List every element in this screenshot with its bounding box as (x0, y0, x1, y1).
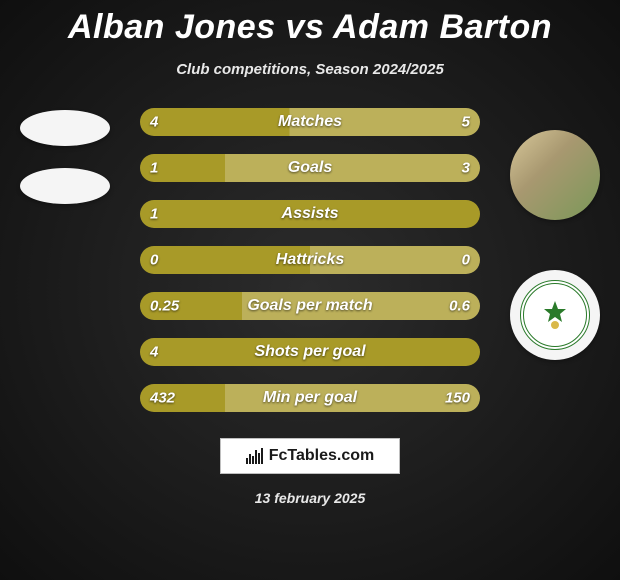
stat-bar: 1 Assists (140, 200, 480, 228)
player1-avatars (20, 110, 110, 204)
stat-label: Goals (288, 159, 332, 177)
stat-left-value: 1 (150, 160, 158, 177)
stat-bar: 4 Matches 5 (140, 108, 480, 136)
stat-label: Assists (282, 205, 339, 223)
comparison-subtitle: Club competitions, Season 2024/2025 (0, 61, 620, 78)
comparison-title: Alban Jones vs Adam Barton (0, 0, 620, 47)
player1-club-placeholder (20, 168, 110, 204)
stat-right-value: 0.6 (449, 298, 470, 315)
stat-left-value: 432 (150, 390, 175, 407)
stat-label: Min per goal (263, 389, 357, 407)
stat-label: Matches (278, 113, 342, 131)
stat-left-value: 1 (150, 206, 158, 223)
stat-label: Shots per goal (254, 343, 365, 361)
player2-club-badge (510, 270, 600, 360)
comparison-date: 13 february 2025 (0, 490, 620, 506)
stat-label: Goals per match (247, 297, 372, 315)
stat-bar: 1 Goals 3 (140, 154, 480, 182)
stat-bar: 4 Shots per goal (140, 338, 480, 366)
stat-bar: 0 Hattricks 0 (140, 246, 480, 274)
fctables-text: FcTables.com (269, 447, 375, 465)
stat-left-value: 0 (150, 252, 158, 269)
player2-photo (510, 130, 600, 220)
stat-right-value: 0 (462, 252, 470, 269)
stat-right-value: 5 (462, 114, 470, 131)
stat-right-value: 3 (462, 160, 470, 177)
bar-chart-icon (246, 448, 263, 464)
stat-bar: 432 Min per goal 150 (140, 384, 480, 412)
stat-right-value: 150 (445, 390, 470, 407)
club-crest-icon (520, 280, 590, 350)
player2-avatars (510, 130, 600, 360)
stat-label: Hattricks (276, 251, 344, 269)
player1-photo-placeholder (20, 110, 110, 146)
stat-bar: 0.25 Goals per match 0.6 (140, 292, 480, 320)
stat-left-value: 4 (150, 344, 158, 361)
fctables-logo: FcTables.com (220, 438, 400, 474)
stats-bars: 4 Matches 5 1 Goals 3 1 Assists 0 Hattricks 0 0.25 G… (140, 108, 480, 412)
stat-left-value: 4 (150, 114, 158, 131)
stat-left-value: 0.25 (150, 298, 179, 315)
